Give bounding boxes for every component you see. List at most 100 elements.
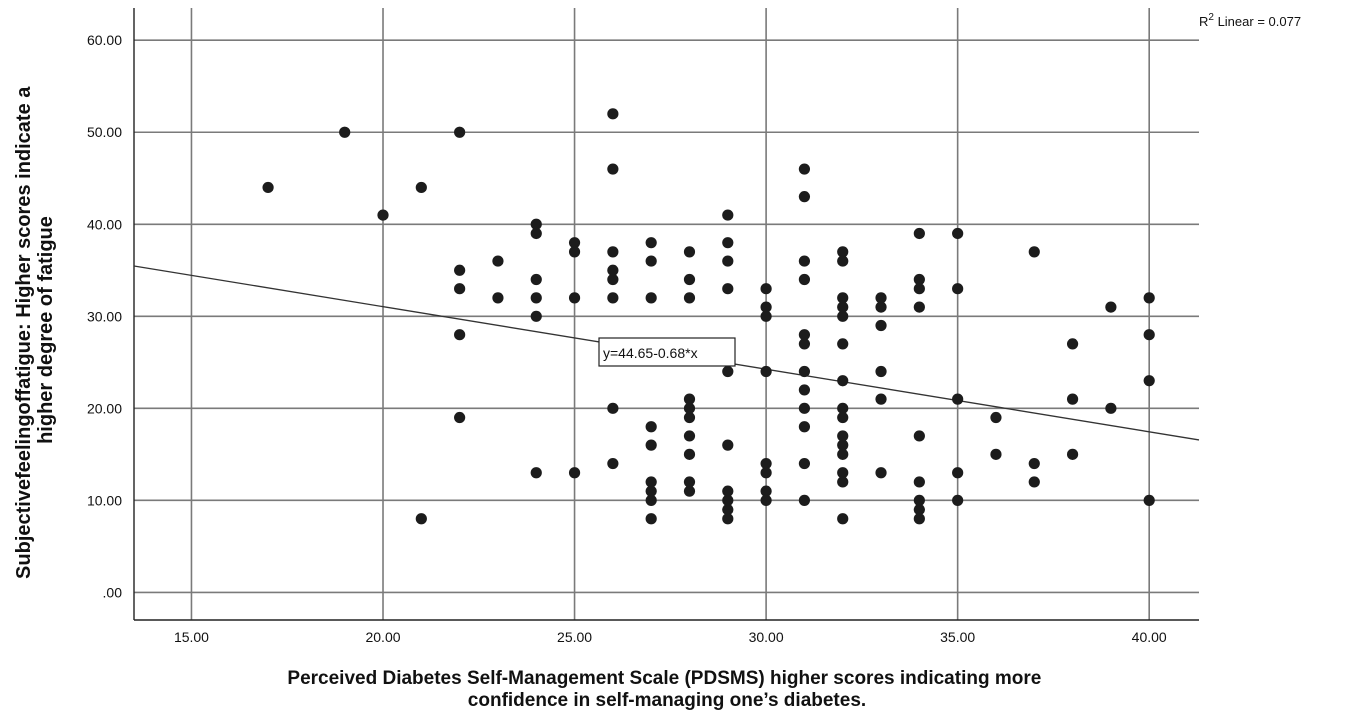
data-point [913,301,925,313]
data-point [798,329,811,341]
data-point [568,292,581,304]
plot-frame [133,8,1199,621]
data-point [798,402,811,414]
x-tick-label: 30.00 [749,629,784,645]
data-point [1066,393,1079,405]
equation-label-box: y=44.65-0.68*x [598,337,736,367]
data-point [645,494,657,506]
data-point [454,411,466,424]
data-point [875,292,887,304]
data-point [645,237,657,249]
y-axis-title-group: Subjectivefeelingoffatigue: Higher score… [13,86,57,579]
data-point [607,264,619,276]
data-point [875,319,887,332]
data-point [722,283,734,295]
data-point [454,126,466,138]
data-point [683,292,696,304]
data-point [913,494,925,506]
data-point [645,255,657,267]
data-point [798,191,811,203]
data-point [760,494,772,506]
data-point [837,467,849,479]
data-point [454,283,466,295]
data-point [1143,292,1155,304]
data-point [415,513,427,525]
y-tick-label: 50.00 [87,124,122,140]
data-point [837,402,849,414]
data-point [683,476,696,488]
data-point [607,402,619,414]
data-point [722,503,734,516]
x-tick-label: 35.00 [940,629,975,645]
data-point [798,421,811,433]
data-point [798,163,811,175]
data-point [492,292,504,304]
data-point [683,448,696,460]
data-point [530,273,542,286]
data-point [722,209,734,221]
y-tick-label: 60.00 [87,32,122,48]
data-point [645,439,657,451]
data-point [568,246,581,258]
data-point [990,448,1002,460]
data-point [798,457,811,470]
data-point [339,126,351,138]
data-point [683,246,696,258]
data-point [952,283,964,295]
data-point [1143,494,1155,506]
data-point [952,227,964,240]
data-point [837,375,849,387]
y-tick-label: 40.00 [87,216,122,232]
data-point [875,365,887,378]
data-point [798,273,811,286]
data-point [837,292,849,304]
data-point [913,503,925,516]
data-point [760,365,772,378]
data-point [913,476,925,488]
data-point [760,283,772,295]
data-point [722,439,734,451]
data-point [645,292,657,304]
data-point [645,421,657,433]
data-point [722,485,734,497]
data-point [837,255,849,267]
data-point [798,494,811,506]
data-point [454,329,466,341]
data-point [530,218,542,230]
data-point [913,430,925,442]
data-point [990,411,1002,424]
x-tick-label: 20.00 [365,629,400,645]
data-point [722,255,734,267]
data-points [262,108,1155,525]
data-point [837,310,849,322]
x-axis-title: Perceived Diabetes Self-Management Scale… [287,668,1046,711]
data-point [1028,457,1040,470]
y-tick-label: .00 [103,584,123,600]
data-point [683,411,696,424]
data-point [683,273,696,286]
data-point [875,393,887,405]
data-point [837,430,849,442]
data-point [837,301,849,313]
data-point [645,476,657,488]
equation-label: y=44.65-0.68*x [603,345,698,361]
data-point [683,430,696,442]
data-point [607,457,619,470]
grid-lines [134,8,1199,620]
data-point [913,283,925,295]
data-point [454,264,466,276]
data-point [722,365,734,378]
data-point [607,273,619,286]
data-point [875,467,887,479]
tick-labels: 15.00 20.00 25.00 30.00 35.00 40.00 .00 10.00 20… [87,32,1167,645]
data-point [530,310,542,322]
data-point [837,338,849,350]
data-point [760,457,772,470]
data-point [837,246,849,258]
data-point [683,393,696,405]
data-point [1028,246,1040,258]
data-point [837,448,849,460]
data-point [1066,338,1079,350]
data-point [683,402,696,414]
